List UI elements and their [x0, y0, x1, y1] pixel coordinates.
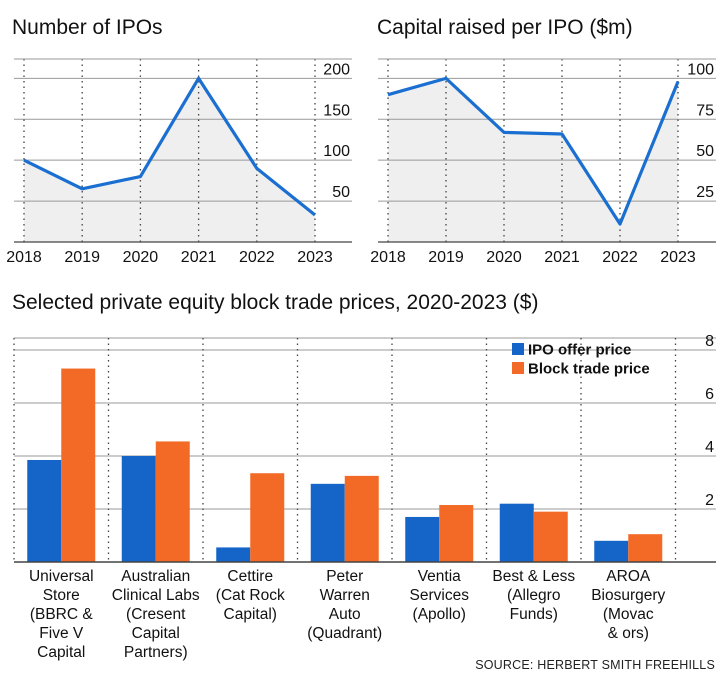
series-line [387, 76, 680, 226]
y-tick-label: 100 [323, 143, 350, 160]
category-label: Cettire [227, 568, 273, 585]
x-tick-label: 2022 [239, 249, 275, 266]
bar-block-trade [61, 368, 96, 562]
category-label: (Allegro [507, 587, 560, 604]
series-line [23, 76, 317, 217]
y-tick-label: 6 [705, 386, 714, 403]
category-label: Partners) [124, 644, 188, 661]
category-label: Universal [29, 568, 94, 585]
category-label: Biosurgery [591, 587, 665, 604]
y-tick-label: 50 [696, 143, 714, 160]
x-tick-label: 2019 [64, 249, 100, 266]
x-tick-label: 2021 [544, 249, 580, 266]
bar-block-trade [155, 441, 190, 562]
y-tick-label: 25 [696, 184, 714, 201]
chart-title-ipo-count: Number of IPOs [12, 16, 163, 39]
y-tick-label: 200 [323, 61, 350, 78]
category-label: AROA [606, 568, 651, 585]
category-label: Five V [39, 625, 84, 642]
y-tick-label: 150 [323, 102, 350, 119]
block-trade-chart: 2 4 6 8 Universal Store (BBRC & Five V Capital Au… [13, 333, 716, 661]
category-label: Peter [326, 568, 363, 585]
category-label: Clinical Labs [112, 587, 200, 604]
bar-ipo-offer [121, 456, 156, 562]
source-note: SOURCE: HERBERT SMITH FREEHILLS [475, 658, 715, 672]
legend-label: Block trade price [528, 361, 650, 378]
x-tick-label: 2020 [123, 249, 159, 266]
category-label: (Cat Rock [216, 587, 285, 604]
y-tick-label: 75 [696, 102, 714, 119]
category-label: (BBRC & [30, 606, 94, 623]
category-label: Ventia [418, 568, 461, 585]
bar-ipo-offer [405, 516, 440, 562]
category-label: (Cresent [126, 606, 186, 623]
y-tick-label: 2 [705, 492, 714, 509]
category-label: Australian [121, 568, 190, 585]
y-tick-label: 100 [687, 61, 714, 78]
bar-ipo-offer [594, 540, 629, 562]
x-tick-label: 2019 [428, 249, 464, 266]
chart-title-block-trade: Selected private equity block trade pric… [12, 291, 538, 314]
legend-label: IPO offer price [528, 342, 631, 359]
y-tick-label: 8 [705, 333, 714, 350]
bar-ipo-offer [310, 483, 345, 562]
category-label: Auto [329, 606, 361, 623]
category-label: (Quadrant) [307, 625, 382, 642]
category-label: Capital [132, 625, 180, 642]
bar-block-trade [533, 511, 568, 562]
x-tick-label: 2021 [181, 249, 217, 266]
category-label: Best & Less [492, 568, 575, 585]
legend: IPO offer price Block trade price [512, 342, 650, 378]
category-label: Capital [37, 644, 85, 661]
category-label: (Movac [603, 606, 654, 623]
category-label: & ors) [608, 625, 649, 642]
chart-title-capital-raised: Capital raised per IPO ($m) [377, 16, 633, 39]
category-label: (Apollo) [413, 606, 466, 623]
category-label: Store [43, 587, 80, 604]
x-tick-label: 2023 [297, 249, 333, 266]
bar-block-trade [250, 473, 285, 562]
bar-block-trade [439, 505, 474, 562]
legend-swatch [512, 362, 524, 374]
ipo-count-chart: 50 100 150 200 2018 2019 2020 2021 2022 2023 [6, 58, 352, 266]
category-label: Funds) [510, 606, 558, 623]
x-tick-label: 2018 [370, 249, 406, 266]
y-tick-label: 50 [332, 184, 350, 201]
bar-ipo-offer [27, 459, 62, 562]
category-label: Warren [320, 587, 370, 604]
x-tick-label: 2022 [602, 249, 638, 266]
x-tick-label: 2018 [6, 249, 42, 266]
bar-ipo-offer [216, 547, 251, 562]
category-label: Services [410, 587, 470, 604]
capital-raised-chart: 25 50 75 100 2018 2019 2020 2021 2022 2023 [370, 58, 716, 266]
category-label: Capital) [224, 606, 277, 623]
x-tick-label: 2020 [486, 249, 522, 266]
x-tick-label: 2023 [660, 249, 696, 266]
legend-swatch [512, 343, 524, 355]
bar-block-trade [628, 534, 663, 562]
y-tick-label: 4 [705, 439, 714, 456]
bar-block-trade [344, 475, 379, 562]
bar-ipo-offer [499, 503, 534, 562]
